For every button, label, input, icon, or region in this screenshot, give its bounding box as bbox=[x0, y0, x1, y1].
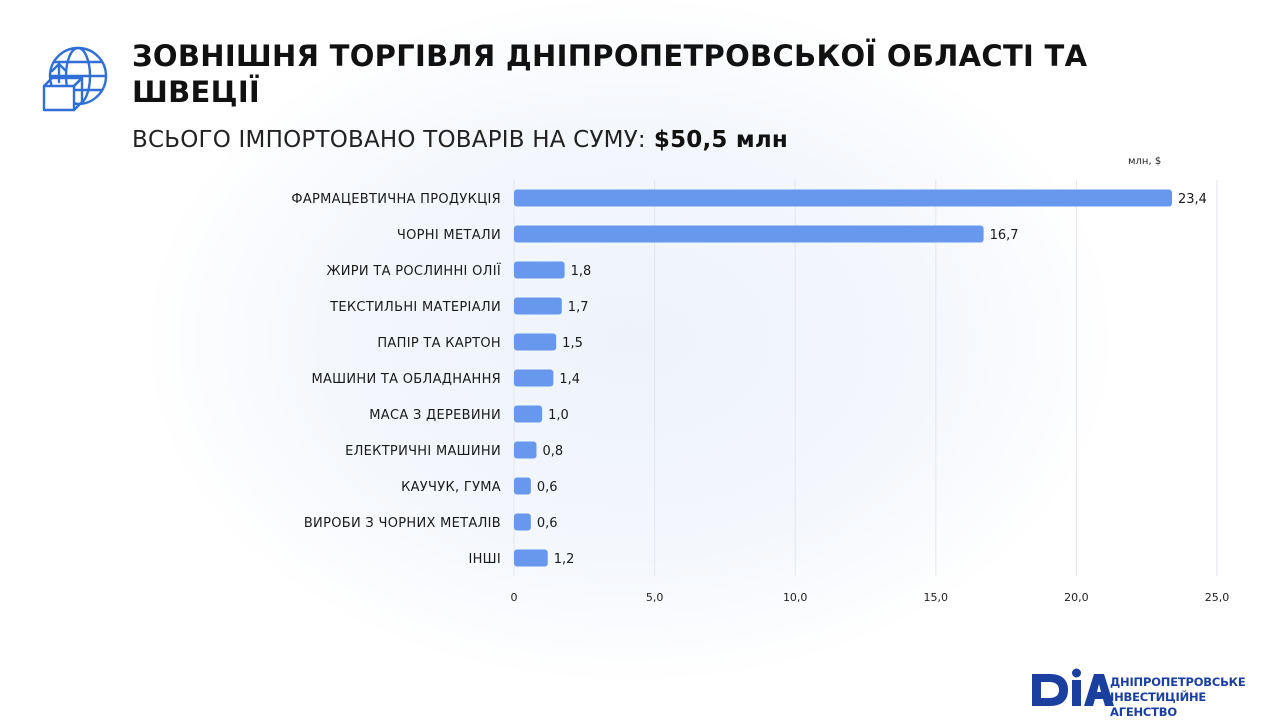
category-label: ЖИРИ ТА РОСЛИННІ ОЛІЇ bbox=[326, 263, 501, 279]
bar bbox=[514, 477, 531, 495]
background-glow bbox=[150, 0, 1110, 680]
value-label: 0,6 bbox=[537, 480, 558, 495]
value-label: 16,7 bbox=[990, 228, 1019, 243]
category-label: ФАРМАЦЕВТИЧНА ПРОДУКЦІЯ bbox=[291, 192, 501, 207]
value-label: 1,0 bbox=[548, 408, 569, 423]
category-label: ТЕКСТИЛЬНІ МАТЕРІАЛИ bbox=[329, 300, 501, 315]
agency-name: ДНІПРОПЕТРОВСЬКЕ ІНВЕСТИЦІЙНЕ АГЕНСТВО bbox=[1110, 675, 1260, 720]
value-label: 23,4 bbox=[1178, 192, 1207, 207]
bar bbox=[514, 297, 562, 315]
value-label: 1,7 bbox=[568, 300, 589, 315]
bar bbox=[514, 189, 1173, 207]
value-label: 0,8 bbox=[542, 444, 563, 459]
value-label: 1,5 bbox=[562, 336, 583, 351]
category-label: ВИРОБИ З ЧОРНИХ МЕТАЛІВ bbox=[304, 516, 501, 531]
value-label: 1,2 bbox=[554, 552, 575, 567]
value-label: 1,4 bbox=[559, 372, 580, 387]
bar bbox=[514, 513, 531, 531]
agency-name-line1: ДНІПРОПЕТРОВСЬКЕ bbox=[1110, 675, 1246, 689]
bar bbox=[514, 549, 548, 567]
bar bbox=[514, 333, 557, 351]
agency-name-line2: ІНВЕСТИЦІЙНЕ АГЕНСТВО bbox=[1110, 690, 1207, 719]
subtitle-sum: $50,5 млн bbox=[653, 127, 788, 153]
x-tick-label: 5,0 bbox=[646, 591, 664, 604]
category-label: ЕЛЕКТРИЧНІ МАШИНИ bbox=[345, 444, 501, 459]
chart-unit-label: млн, $ bbox=[1128, 156, 1162, 167]
value-label: 0,6 bbox=[537, 516, 558, 531]
bar bbox=[514, 405, 543, 423]
bar bbox=[514, 261, 565, 279]
x-tick-label: 10,0 bbox=[783, 591, 808, 604]
category-label: МАШИНИ ТА ОБЛАДНАННЯ bbox=[311, 372, 501, 387]
subtitle-prefix: ВСЬОГО ІМПОРТОВАНО ТОВАРІВ НА СУМУ: bbox=[132, 127, 646, 153]
x-tick-label: 0 bbox=[511, 591, 518, 604]
category-label: МАСА З ДЕРЕВИНИ bbox=[369, 408, 501, 423]
value-label: 1,8 bbox=[571, 264, 592, 279]
bar bbox=[514, 369, 554, 387]
page-title: ЗОВНІШНЯ ТОРГІВЛЯ ДНІПРОПЕТРОВСЬКОЇ ОБЛА… bbox=[132, 39, 1088, 109]
page-subtitle: ВСЬОГО ІМПОРТОВАНО ТОВАРІВ НА СУМУ: $50,5… bbox=[132, 125, 788, 155]
dia-logo bbox=[1032, 668, 1114, 706]
x-tick-label: 20,0 bbox=[1064, 591, 1089, 604]
category-label: ІНШІ bbox=[468, 552, 501, 567]
x-tick-label: 15,0 bbox=[924, 591, 949, 604]
globe-box-upload-icon bbox=[42, 46, 108, 112]
x-tick-label: 25,0 bbox=[1205, 591, 1230, 604]
category-label: ЧОРНІ МЕТАЛИ bbox=[397, 228, 501, 243]
bar bbox=[514, 441, 537, 459]
category-label: КАУЧУК, ГУМА bbox=[401, 480, 501, 495]
bar bbox=[514, 225, 984, 243]
category-label: ПАПІР ТА КАРТОН bbox=[377, 336, 501, 351]
